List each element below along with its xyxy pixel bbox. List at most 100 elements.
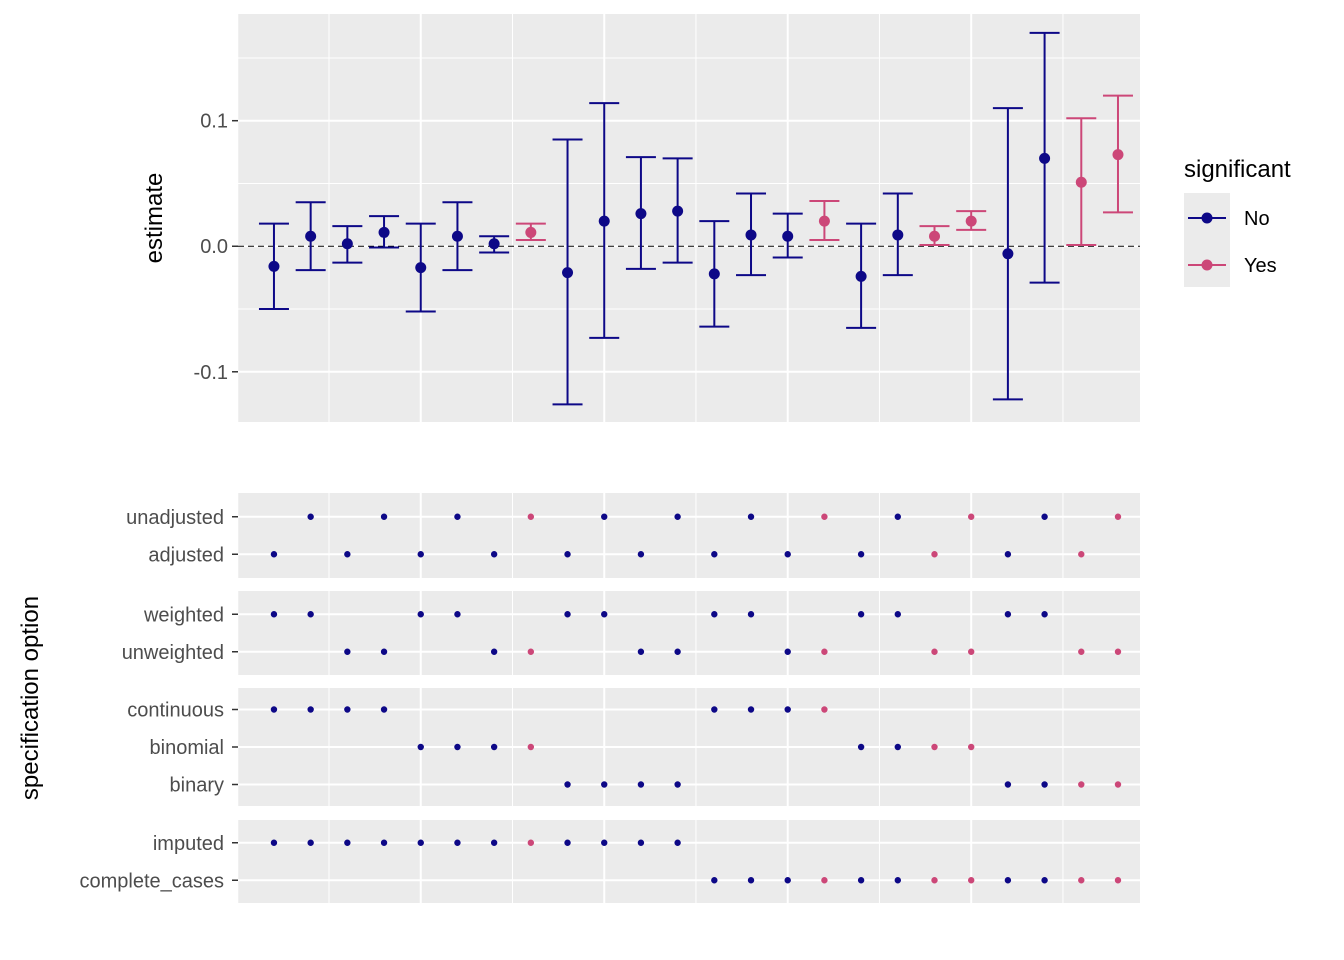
specification-dot [380, 839, 388, 846]
estimate-point [635, 208, 647, 220]
specification-dot [894, 513, 902, 520]
option-label: unadjusted [126, 507, 224, 529]
specification-dot [1078, 648, 1085, 655]
specification-dot [1004, 781, 1012, 788]
specification-dot [417, 551, 424, 558]
specification-dot [784, 706, 791, 713]
specification-dot [637, 781, 645, 788]
estimate-point [415, 262, 427, 274]
specification-dot [931, 551, 938, 558]
specification-dot [894, 611, 902, 618]
option-label: weighted [143, 604, 224, 626]
specification-dot [490, 551, 498, 558]
specification-dot [564, 839, 571, 846]
specification-dot [380, 513, 388, 520]
estimate-point [745, 229, 757, 241]
specification-dot [1114, 781, 1122, 788]
specification-dot [857, 743, 865, 751]
legend-title: significant [1184, 156, 1291, 183]
specification-dot [784, 551, 791, 558]
specification-dot [601, 839, 608, 846]
specification-dot [417, 611, 424, 618]
specification-dot [967, 648, 975, 655]
specification-dot [344, 706, 351, 713]
specification-dot [637, 551, 645, 558]
specification-dot [821, 513, 828, 520]
specification-dot [344, 648, 351, 655]
specification-dot [747, 611, 755, 618]
specification-dot [527, 743, 535, 751]
specification-dot [711, 706, 718, 713]
specification-dot [637, 648, 645, 655]
specification-dot [1004, 611, 1012, 618]
estimate-point [965, 215, 977, 227]
option-label: imputed [153, 833, 224, 855]
specification-dot [784, 877, 791, 884]
estimate-point [708, 268, 720, 280]
estimate-point [818, 215, 830, 227]
specification-dot [821, 648, 828, 655]
specification-dot [601, 611, 608, 618]
specification-dot [564, 611, 571, 618]
specification-dot [307, 611, 314, 618]
specification-dot [454, 513, 461, 520]
specification-dot [1114, 877, 1122, 884]
estimate-panel-background [238, 14, 1140, 422]
legend-key-point [1201, 212, 1213, 224]
specification-dot [490, 648, 498, 655]
specification-dot [747, 513, 755, 520]
specification-dot [857, 611, 865, 618]
option-label: binomial [150, 737, 224, 759]
specification-dot [270, 551, 278, 558]
legend-label: Yes [1244, 255, 1277, 277]
specification-dot [1078, 781, 1085, 788]
specification-dot [894, 743, 902, 751]
estimate-panel: -0.1 0.0 0.1 [194, 14, 1156, 422]
estimate-point [341, 238, 353, 250]
specification-dot [307, 706, 314, 713]
specification-dot [527, 839, 535, 846]
specification-dot [674, 781, 681, 788]
specification-dot [307, 513, 314, 520]
option-label: complete_cases [79, 870, 224, 892]
estimate-point [892, 229, 904, 241]
specification-dot [894, 877, 902, 884]
legend-key-point [1201, 259, 1213, 271]
specification-dot [380, 706, 388, 713]
estimate-point [488, 238, 500, 250]
y-tick-label: 0.0 [200, 236, 228, 258]
specification-dot [857, 551, 865, 558]
specification-dot [821, 706, 828, 713]
specification-panel-background [238, 591, 1140, 675]
specification-dot [1078, 877, 1085, 884]
estimate-point [562, 267, 574, 279]
specification-dot [711, 551, 718, 558]
specification-dot [307, 839, 314, 846]
specification-dot [564, 781, 571, 788]
specification-dot [454, 839, 461, 846]
estimate-point [1075, 176, 1087, 188]
specification-dot [344, 551, 351, 558]
specification-dot [490, 743, 498, 751]
legend-key-background [1184, 193, 1230, 287]
specification-dot [417, 839, 424, 846]
estimate-point [1002, 248, 1014, 260]
estimate-point [378, 226, 390, 238]
specification-panel-background [238, 820, 1140, 903]
specification-dot [931, 743, 938, 751]
specification-dot [417, 743, 424, 751]
specification-dot [857, 877, 865, 884]
specification-dot [1041, 877, 1048, 884]
specification-dot [821, 877, 828, 884]
y-tick-label: 0.1 [200, 111, 228, 133]
estimate-point [305, 230, 317, 242]
specification-dot [1004, 551, 1012, 558]
specification-dot [1041, 611, 1048, 618]
specification-dot [747, 706, 755, 713]
specification-dot [674, 513, 681, 520]
estimate-point [1112, 149, 1124, 161]
specification-dot [454, 743, 461, 751]
specification-dot [674, 839, 681, 846]
specification-dot [747, 877, 755, 884]
